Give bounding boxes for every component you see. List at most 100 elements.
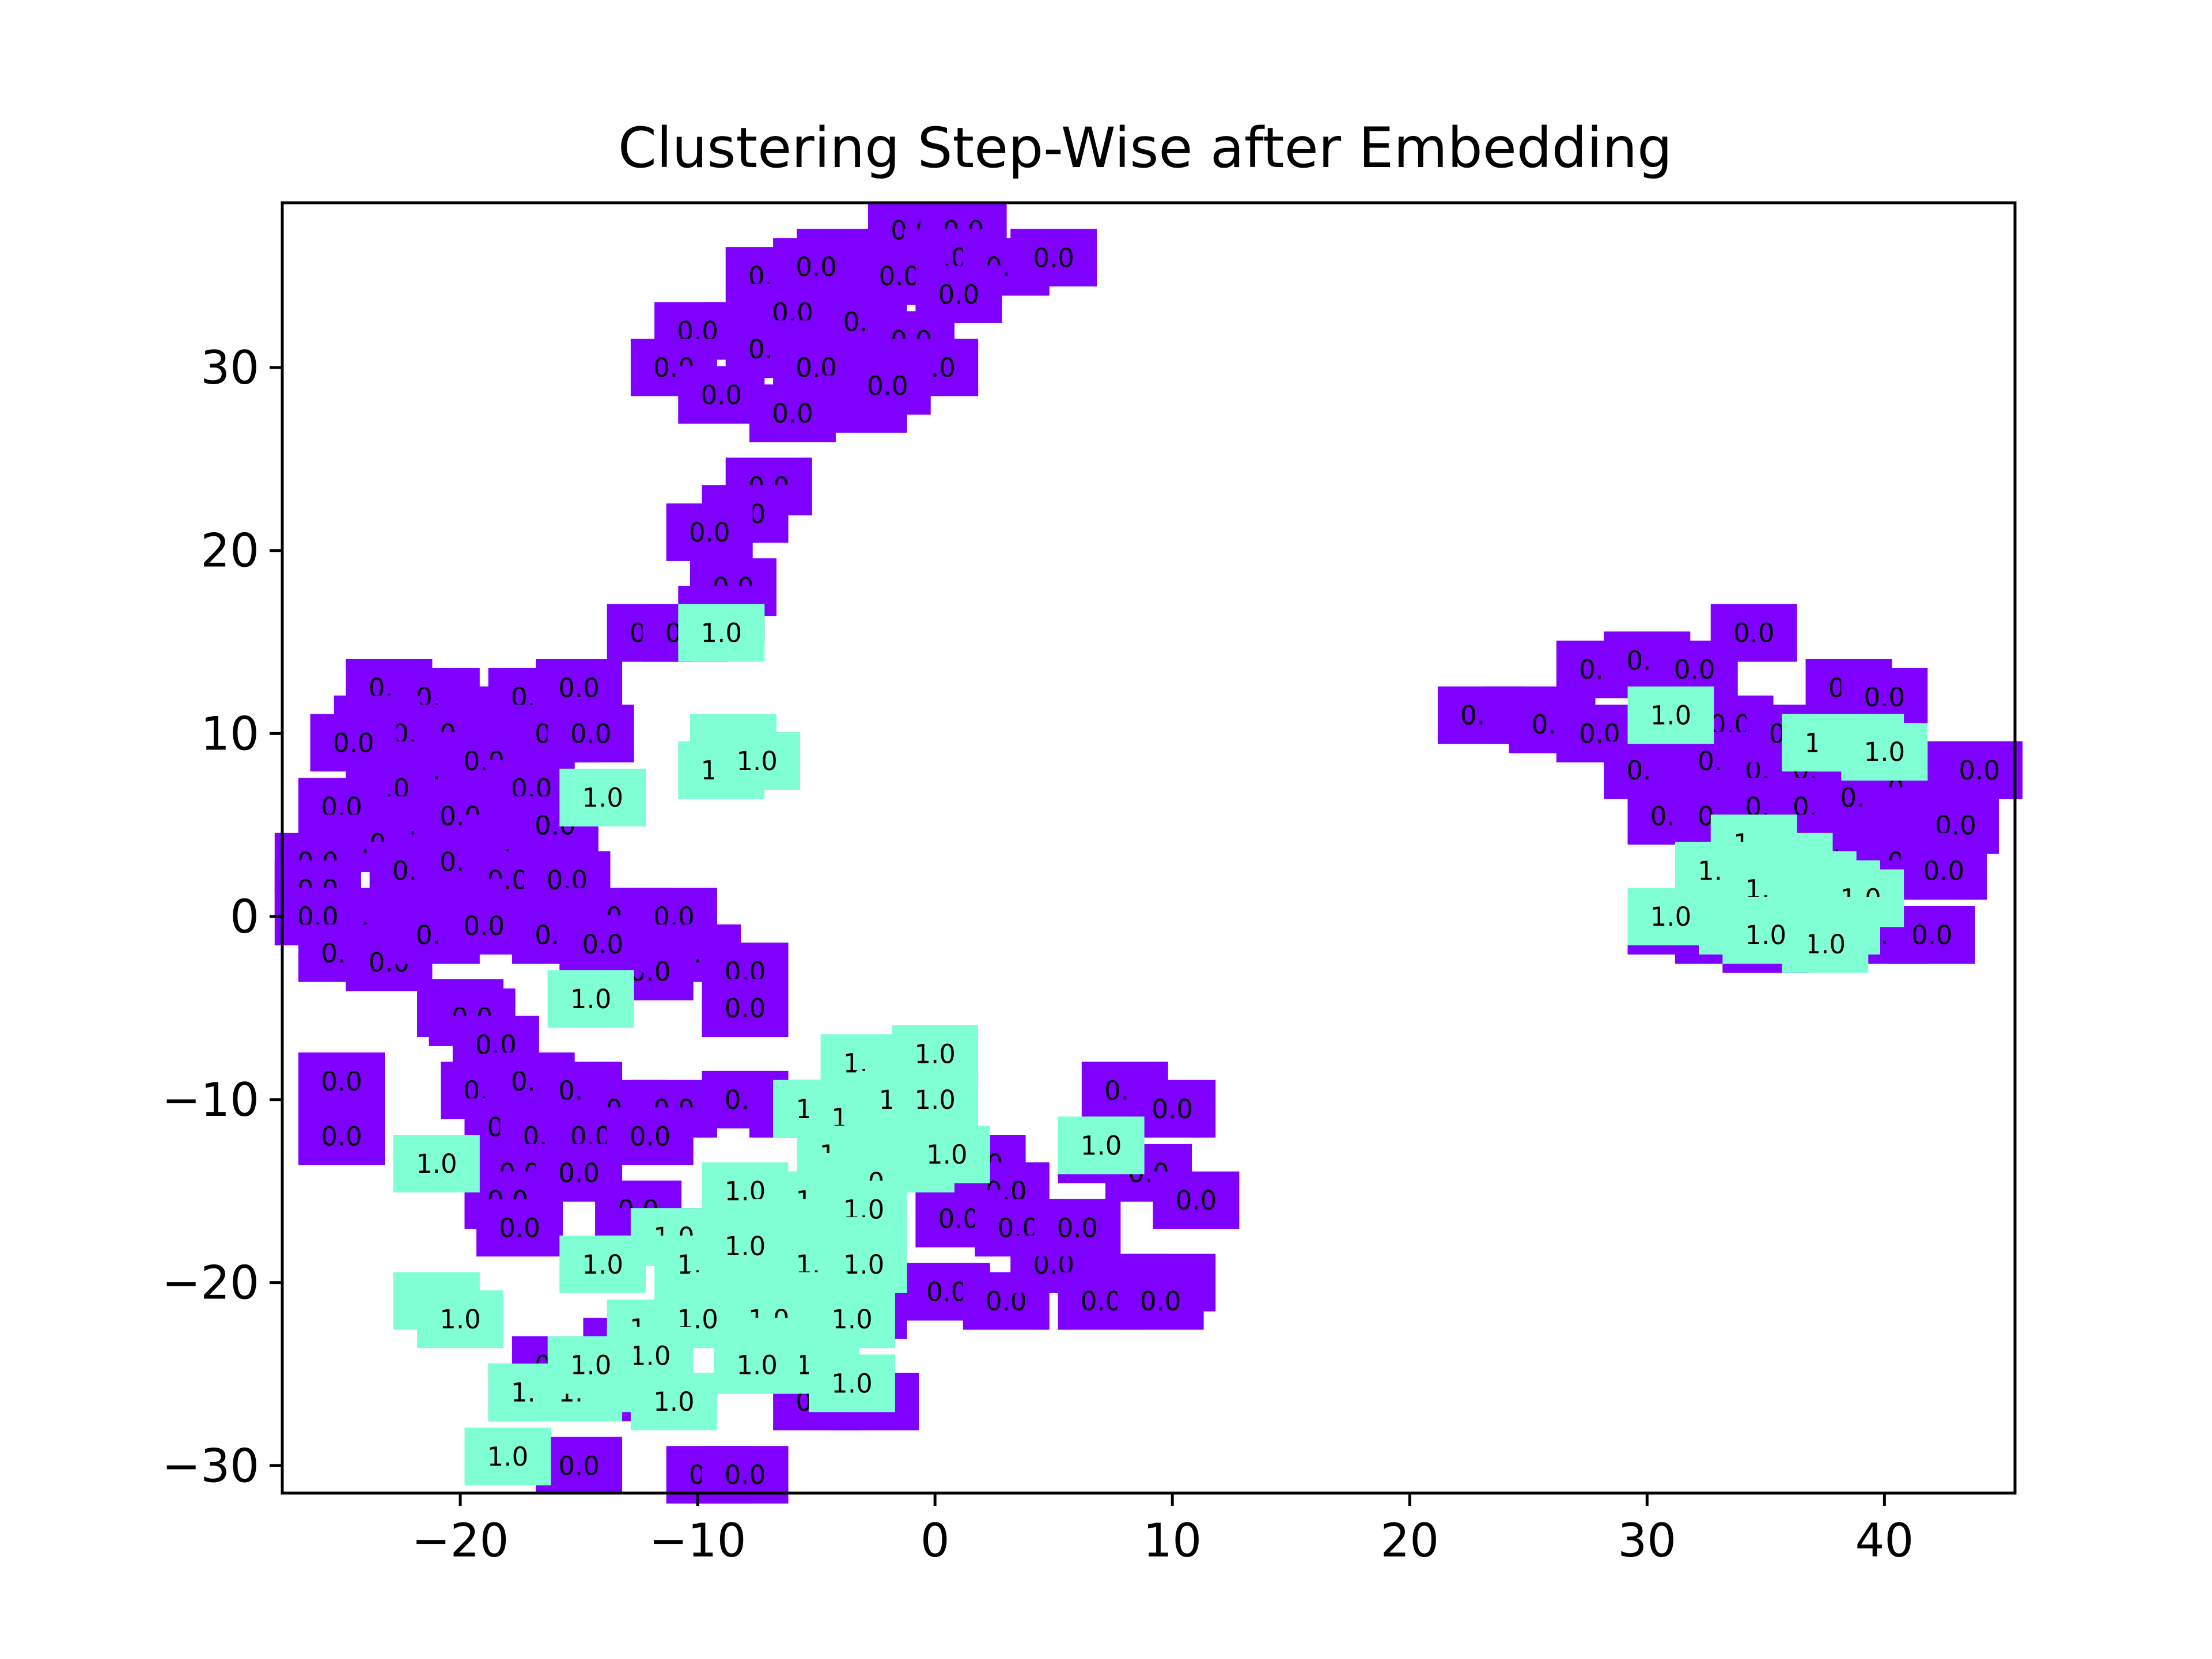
point-label: 0.0 — [938, 1203, 980, 1234]
data-point: 1.0 — [464, 1427, 551, 1486]
x-tick-label: 30 — [1618, 1514, 1676, 1567]
y-tick-label: 0 — [230, 890, 259, 944]
point-box — [417, 1290, 504, 1349]
point-label: 1.0 — [570, 984, 612, 1014]
point-label: 1.0 — [1081, 1130, 1122, 1161]
point-label: 0.0 — [772, 398, 813, 429]
data-point: 0.0 — [702, 1446, 789, 1504]
point-label: 1.0 — [725, 1231, 766, 1262]
x-tick-label: 0 — [921, 1514, 950, 1567]
point-box — [547, 704, 634, 763]
data-point: 1.0 — [1841, 723, 1928, 781]
point-box — [559, 768, 646, 827]
data-point: 0.0 — [1710, 604, 1797, 662]
point-label: 0.0 — [499, 1213, 540, 1243]
point-label: 1.0 — [1745, 920, 1787, 950]
point-box — [547, 1336, 634, 1394]
point-label: 0.0 — [1959, 755, 2000, 786]
point-label: 1.0 — [570, 1350, 612, 1381]
data-point: 1.0 — [559, 768, 646, 827]
point-box — [1010, 229, 1097, 287]
data-point: 0.0 — [476, 1199, 563, 1257]
data-point: 0.0 — [547, 704, 634, 763]
chart-title: Clustering Step-Wise after Embedding — [618, 116, 1672, 180]
point-label: 0.0 — [333, 728, 374, 758]
point-label: 0.0 — [321, 1121, 362, 1152]
point-box — [844, 357, 931, 415]
data-point: 1.0 — [808, 1354, 895, 1412]
data-point: 0.0 — [298, 1107, 385, 1165]
point-label: 0.0 — [463, 911, 505, 941]
point-box — [559, 1235, 646, 1293]
point-label: 1.0 — [926, 1139, 968, 1170]
point-label: 1.0 — [416, 1149, 457, 1179]
point-box — [547, 970, 634, 1028]
point-label: 0.0 — [1864, 682, 1906, 713]
point-label: 0.0 — [1923, 856, 1965, 887]
point-box — [1900, 842, 1987, 900]
point-label: 1.0 — [831, 1304, 873, 1335]
x-tick-label: 40 — [1855, 1514, 1914, 1567]
point-label: 0.0 — [926, 1277, 968, 1307]
point-label: 0.0 — [1176, 1185, 1217, 1216]
point-box — [702, 979, 789, 1037]
data-point: 0.0 — [1153, 1171, 1240, 1229]
data-point: 0.0 — [559, 915, 646, 973]
x-tick-label: 10 — [1143, 1514, 1202, 1567]
data-point: 0.0 — [1010, 229, 1097, 287]
point-box — [808, 1354, 895, 1412]
point-box — [1058, 1116, 1145, 1175]
point-label: 1.0 — [701, 618, 743, 649]
point-box — [666, 503, 753, 561]
point-label: 1.0 — [736, 1350, 778, 1381]
point-box — [903, 1126, 990, 1184]
x-tick-label: −20 — [412, 1514, 509, 1567]
x-axis: −20 −10 0 10 20 30 40 — [412, 1493, 1914, 1567]
data-point: 1.0 — [559, 1235, 646, 1293]
data-point: 1.0 — [678, 604, 765, 662]
point-box — [1841, 723, 1928, 781]
data-point: 1.0 — [714, 732, 801, 790]
data-point: 1.0 — [1627, 686, 1714, 744]
data-point: 0.0 — [702, 979, 789, 1037]
data-point: 1.0 — [547, 1336, 634, 1394]
point-box — [1627, 686, 1714, 744]
point-label: 0.0 — [701, 380, 743, 411]
point-label: 0.0 — [1081, 1286, 1122, 1316]
point-box — [714, 1336, 801, 1394]
data-point: 1.0 — [393, 1135, 480, 1193]
point-label: 1.0 — [1650, 700, 1692, 731]
x-tick-label: −10 — [649, 1514, 747, 1567]
point-label: 0.0 — [582, 929, 623, 960]
y-tick-label: −10 — [162, 1073, 259, 1127]
point-label: 1.0 — [1650, 902, 1692, 932]
data-point: 0.0 — [844, 357, 931, 415]
point-box — [1722, 906, 1809, 964]
point-box — [476, 1199, 563, 1257]
data-point: 0.0 — [298, 1052, 385, 1111]
point-box — [464, 1427, 551, 1486]
point-label: 0.0 — [796, 252, 837, 282]
point-label: 0.0 — [879, 261, 921, 291]
point-label: 1.0 — [653, 1387, 695, 1417]
point-label: 1.0 — [440, 1304, 481, 1335]
point-label: 1.0 — [736, 746, 778, 777]
data-point: 1.0 — [903, 1126, 990, 1184]
point-label: 0.0 — [1674, 654, 1715, 685]
point-label: 0.0 — [1057, 1213, 1099, 1243]
point-label: 1.0 — [914, 1085, 956, 1115]
point-label: 0.0 — [689, 517, 730, 548]
point-label: 0.0 — [1911, 920, 1953, 950]
point-box — [298, 1052, 385, 1111]
point-label: 0.0 — [725, 993, 766, 1024]
point-label: 0.0 — [558, 1158, 600, 1188]
point-label: 0.0 — [558, 1450, 600, 1481]
point-label: 1.0 — [582, 1249, 623, 1280]
point-label: 0.0 — [938, 279, 980, 310]
point-label: 1.0 — [487, 1441, 529, 1472]
point-box — [1710, 604, 1797, 662]
point-label: 0.0 — [1152, 1094, 1193, 1124]
point-box — [1117, 1272, 1204, 1330]
point-label: 0.0 — [570, 718, 612, 749]
x-tick-label: 20 — [1380, 1514, 1439, 1567]
